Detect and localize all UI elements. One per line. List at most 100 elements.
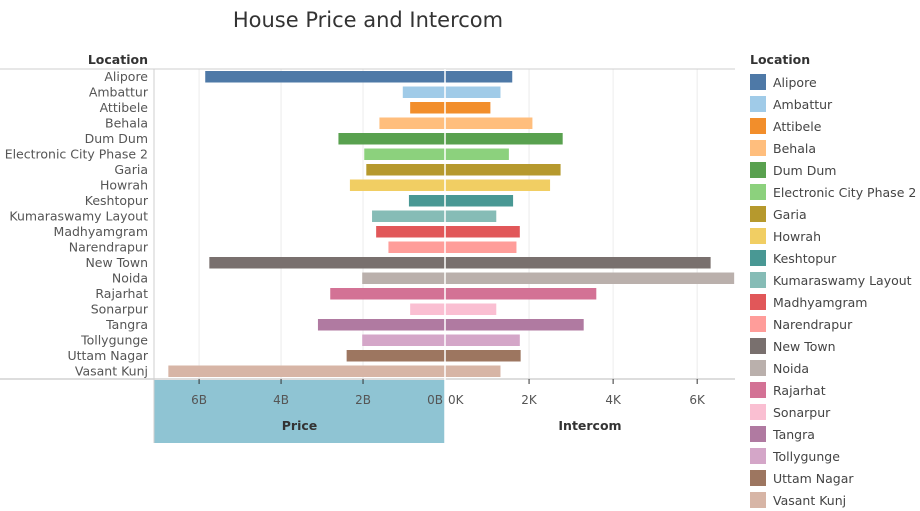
intercom-bar-sonarpur[interactable] bbox=[445, 303, 497, 316]
price-tick-label: 4B bbox=[273, 393, 289, 407]
price-axis-label: Price bbox=[282, 418, 318, 433]
legend-item-rajarhat[interactable]: Rajarhat bbox=[750, 379, 920, 401]
legend-label: Alipore bbox=[773, 74, 817, 90]
chart-plot: Location AliporeAmbatturAttibeleBehalaDum… bbox=[0, 52, 735, 443]
price-bar-madhyamgram[interactable] bbox=[376, 226, 445, 238]
legend[interactable]: Location Alipore Ambattur Attibele Behala Du… bbox=[750, 52, 920, 511]
legend-label: Tangra bbox=[773, 426, 815, 442]
legend-item-garia[interactable]: Garia bbox=[750, 203, 920, 225]
intercom-bar-ambattur[interactable] bbox=[445, 86, 501, 99]
legend-label: Keshtopur bbox=[773, 250, 837, 266]
legend-label: Dum Dum bbox=[773, 162, 837, 178]
intercom-tick-label: 6K bbox=[689, 393, 706, 407]
price-bar-kumaraswamy-layout[interactable] bbox=[372, 210, 445, 223]
intercom-bar-noida[interactable] bbox=[445, 272, 735, 285]
legend-item-sonarpur[interactable]: Sonarpur bbox=[750, 401, 920, 423]
price-bar-keshtopur[interactable] bbox=[408, 195, 445, 207]
price-bar-electronic-city-phase-2[interactable] bbox=[364, 148, 445, 161]
intercom-bar-madhyamgram[interactable] bbox=[445, 226, 520, 238]
price-bar-narendrapur[interactable] bbox=[388, 241, 445, 254]
intercom-bar-tangra[interactable] bbox=[445, 319, 584, 331]
intercom-axis-label: Intercom bbox=[558, 418, 621, 433]
price-bar-tollygunge[interactable] bbox=[362, 334, 445, 347]
legend-item-attibele[interactable]: Attibele bbox=[750, 115, 920, 137]
price-tick-label: 6B bbox=[191, 393, 207, 407]
legend-label: Behala bbox=[773, 140, 816, 156]
legend-swatch bbox=[750, 140, 766, 156]
legend-label: Garia bbox=[773, 206, 807, 222]
legend-swatch bbox=[750, 470, 766, 486]
legend-swatch bbox=[750, 96, 766, 112]
legend-item-noida[interactable]: Noida bbox=[750, 357, 920, 379]
price-bar-rajarhat[interactable] bbox=[330, 288, 445, 300]
legend-label: Howrah bbox=[773, 228, 821, 244]
intercom-bar-howrah[interactable] bbox=[445, 179, 551, 192]
price-bar-vasant-kunj[interactable] bbox=[168, 365, 445, 378]
legend-item-new-town[interactable]: New Town bbox=[750, 335, 920, 357]
intercom-bar-garia[interactable] bbox=[445, 164, 561, 176]
intercom-bar-narendrapur[interactable] bbox=[445, 241, 517, 254]
row-header: Location bbox=[88, 52, 148, 67]
category-label-madhyamgram: Madhyamgram bbox=[54, 224, 148, 239]
intercom-bar-kumaraswamy-layout[interactable] bbox=[445, 210, 497, 223]
intercom-tick-label: 0K bbox=[448, 393, 465, 407]
legend-label: Rajarhat bbox=[773, 382, 826, 398]
legend-swatch bbox=[750, 250, 766, 266]
intercom-bar-attibele[interactable] bbox=[445, 102, 491, 114]
intercom-bar-electronic-city-phase-2[interactable] bbox=[445, 148, 509, 161]
price-bar-sonarpur[interactable] bbox=[410, 303, 445, 316]
legend-item-behala[interactable]: Behala bbox=[750, 137, 920, 159]
legend-item-tangra[interactable]: Tangra bbox=[750, 423, 920, 445]
price-bar-garia[interactable] bbox=[366, 164, 445, 176]
legend-item-vasant-kunj[interactable]: Vasant Kunj bbox=[750, 489, 920, 511]
legend-swatch bbox=[750, 338, 766, 354]
price-bar-dum-dum[interactable] bbox=[338, 133, 445, 145]
intercom-bar-keshtopur[interactable] bbox=[445, 195, 514, 207]
category-label-dum-dum: Dum Dum bbox=[85, 131, 148, 146]
price-bar-attibele[interactable] bbox=[410, 102, 445, 114]
intercom-bar-uttam-nagar[interactable] bbox=[445, 350, 521, 362]
intercom-bar-new-town[interactable] bbox=[445, 257, 711, 269]
legend-item-dum-dum[interactable]: Dum Dum bbox=[750, 159, 920, 181]
intercom-tick-label: 2K bbox=[521, 393, 538, 407]
legend-item-keshtopur[interactable]: Keshtopur bbox=[750, 247, 920, 269]
category-label-new-town: New Town bbox=[85, 255, 148, 270]
category-label-alipore: Alipore bbox=[104, 69, 148, 84]
legend-item-kumaraswamy-layout[interactable]: Kumaraswamy Layout bbox=[750, 269, 920, 291]
legend-item-howrah[interactable]: Howrah bbox=[750, 225, 920, 247]
category-label-rajarhat: Rajarhat bbox=[95, 286, 148, 301]
intercom-tick-label: 4K bbox=[605, 393, 622, 407]
category-label-garia: Garia bbox=[114, 162, 148, 177]
price-bar-howrah[interactable] bbox=[349, 179, 445, 192]
legend-label: Kumaraswamy Layout bbox=[773, 272, 912, 288]
price-bar-uttam-nagar[interactable] bbox=[346, 350, 445, 362]
intercom-bar-behala[interactable] bbox=[445, 117, 533, 130]
category-label-ambattur: Ambattur bbox=[89, 85, 149, 100]
intercom-bar-vasant-kunj[interactable] bbox=[445, 365, 501, 378]
legend-item-uttam-nagar[interactable]: Uttam Nagar bbox=[750, 467, 920, 489]
legend-item-electronic-city-phase-2[interactable]: Electronic City Phase 2 bbox=[750, 181, 920, 203]
price-bar-ambattur[interactable] bbox=[402, 86, 445, 99]
category-label-electronic-city-phase-2: Electronic City Phase 2 bbox=[5, 147, 148, 162]
legend-item-tollygunge[interactable]: Tollygunge bbox=[750, 445, 920, 467]
price-bar-behala[interactable] bbox=[379, 117, 445, 130]
category-label-uttam-nagar: Uttam Nagar bbox=[67, 348, 148, 363]
legend-label: New Town bbox=[773, 338, 836, 354]
price-bar-noida[interactable] bbox=[362, 272, 445, 285]
legend-item-alipore[interactable]: Alipore bbox=[750, 71, 920, 93]
legend-label: Attibele bbox=[773, 118, 822, 134]
price-bar-new-town[interactable] bbox=[209, 257, 445, 269]
legend-item-madhyamgram[interactable]: Madhyamgram bbox=[750, 291, 920, 313]
intercom-bar-dum-dum[interactable] bbox=[445, 133, 563, 145]
legend-swatch bbox=[750, 184, 766, 200]
legend-swatch bbox=[750, 382, 766, 398]
intercom-bar-tollygunge[interactable] bbox=[445, 334, 520, 347]
legend-item-narendrapur[interactable]: Narendrapur bbox=[750, 313, 920, 335]
price-bar-tangra[interactable] bbox=[317, 319, 445, 331]
legend-item-ambattur[interactable]: Ambattur bbox=[750, 93, 920, 115]
intercom-bar-alipore[interactable] bbox=[445, 71, 513, 83]
legend-swatch bbox=[750, 448, 766, 464]
category-label-tangra: Tangra bbox=[105, 317, 148, 332]
intercom-bar-rajarhat[interactable] bbox=[445, 288, 597, 300]
price-bar-alipore[interactable] bbox=[205, 71, 445, 83]
